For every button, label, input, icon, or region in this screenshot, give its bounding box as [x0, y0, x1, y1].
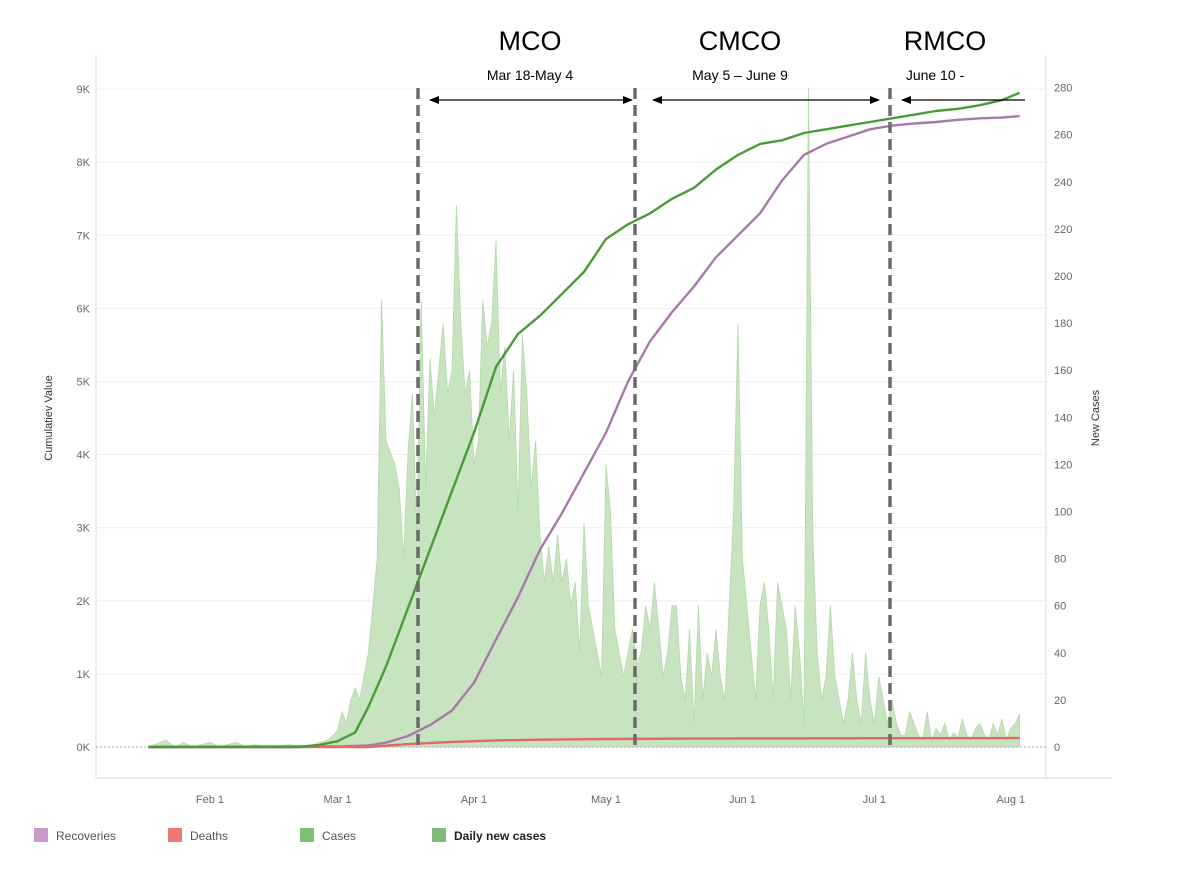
- y2-tick-label: 20: [1054, 695, 1066, 707]
- phase-title-mco: MCO: [499, 26, 562, 56]
- legend-swatch-recoveries: [34, 828, 48, 842]
- legend-label-cases: Cases: [322, 829, 356, 843]
- legend-swatch-cases: [300, 828, 314, 842]
- y2-tick-label: 100: [1054, 507, 1072, 519]
- series-cases: [148, 91, 1021, 749]
- y-tick-label: 4K: [77, 450, 91, 462]
- y-tick-label: 8K: [77, 157, 91, 169]
- y2-tick-label: 120: [1054, 459, 1072, 471]
- x-tick-label: Jul 1: [863, 794, 886, 806]
- y-axis-left: 0K 1K 2K 3K 4K 5K 6K 7K 8K 9K: [77, 84, 91, 754]
- y-tick-label: 9K: [77, 84, 91, 96]
- gridlines: [96, 88, 1046, 675]
- series-daily-new-cases: [148, 87, 1020, 748]
- cumulative-lines-layer: [148, 91, 1021, 749]
- y2-tick-label: 80: [1054, 554, 1066, 566]
- x-axis: Feb 1 Mar 1 Apr 1 May 1 Jun 1 Jul 1 Aug 1: [196, 794, 1025, 806]
- y2-tick-label: 180: [1054, 318, 1072, 330]
- x-tick-label: Feb 1: [196, 794, 224, 806]
- y2-tick-label: 40: [1054, 648, 1066, 660]
- phase-title-rmco: RMCO: [904, 26, 987, 56]
- phase-range-cmco: May 5 – June 9: [692, 67, 788, 83]
- y2-tick-label: 60: [1054, 601, 1066, 613]
- y2-tick-label: 260: [1054, 130, 1072, 142]
- phase-annotations: MCO Mar 18-May 4 CMCO May 5 – June 9 RMCO Jun…: [416, 26, 1025, 745]
- series-deaths: [148, 736, 1020, 749]
- y-tick-label: 6K: [77, 303, 91, 315]
- y-tick-label: 3K: [77, 523, 91, 535]
- y-tick-label: 2K: [77, 596, 91, 608]
- y2-tick-label: 200: [1054, 271, 1072, 283]
- x-tick-label: May 1: [591, 794, 621, 806]
- y-axis-left-title: Cumulatiev Value: [43, 375, 55, 460]
- y2-tick-label: 140: [1054, 412, 1072, 424]
- y2-tick-label: 240: [1054, 177, 1072, 189]
- y2-tick-label: 280: [1054, 83, 1072, 95]
- x-tick-label: Apr 1: [461, 794, 487, 806]
- x-tick-label: Aug 1: [996, 794, 1025, 806]
- legend-label-deaths: Deaths: [190, 829, 228, 843]
- legend-label-recoveries: Recoveries: [56, 829, 116, 843]
- phase-range-mco: Mar 18-May 4: [487, 67, 574, 83]
- y2-tick-label: 220: [1054, 224, 1072, 236]
- y-axis-right: 0 20 40 60 80 100 120 140 160 180 200 220 240 260 280: [1054, 83, 1072, 754]
- legend: Recoveries Deaths Cases Daily new cases: [34, 828, 546, 843]
- phase-range-rmco: June 10 -: [906, 67, 965, 83]
- legend-label-daily-new-cases: Daily new cases: [454, 829, 546, 843]
- y2-tick-label: 0: [1054, 742, 1060, 754]
- x-tick-label: Jun 1: [729, 794, 756, 806]
- y-tick-label: 0K: [77, 742, 91, 754]
- legend-swatch-deaths: [168, 828, 182, 842]
- series-recoveries: [148, 114, 1020, 749]
- y2-tick-label: 160: [1054, 365, 1072, 377]
- legend-swatch-daily-new-cases: [432, 828, 446, 842]
- y-axis-right-title: New Cases: [1090, 389, 1102, 446]
- x-tick-label: Mar 1: [324, 794, 352, 806]
- daily-new-cases-area-layer: [148, 87, 1020, 748]
- phase-title-cmco: CMCO: [699, 26, 782, 56]
- y-tick-label: 7K: [77, 230, 91, 242]
- y-tick-label: 1K: [77, 669, 91, 681]
- y-tick-label: 5K: [77, 377, 91, 389]
